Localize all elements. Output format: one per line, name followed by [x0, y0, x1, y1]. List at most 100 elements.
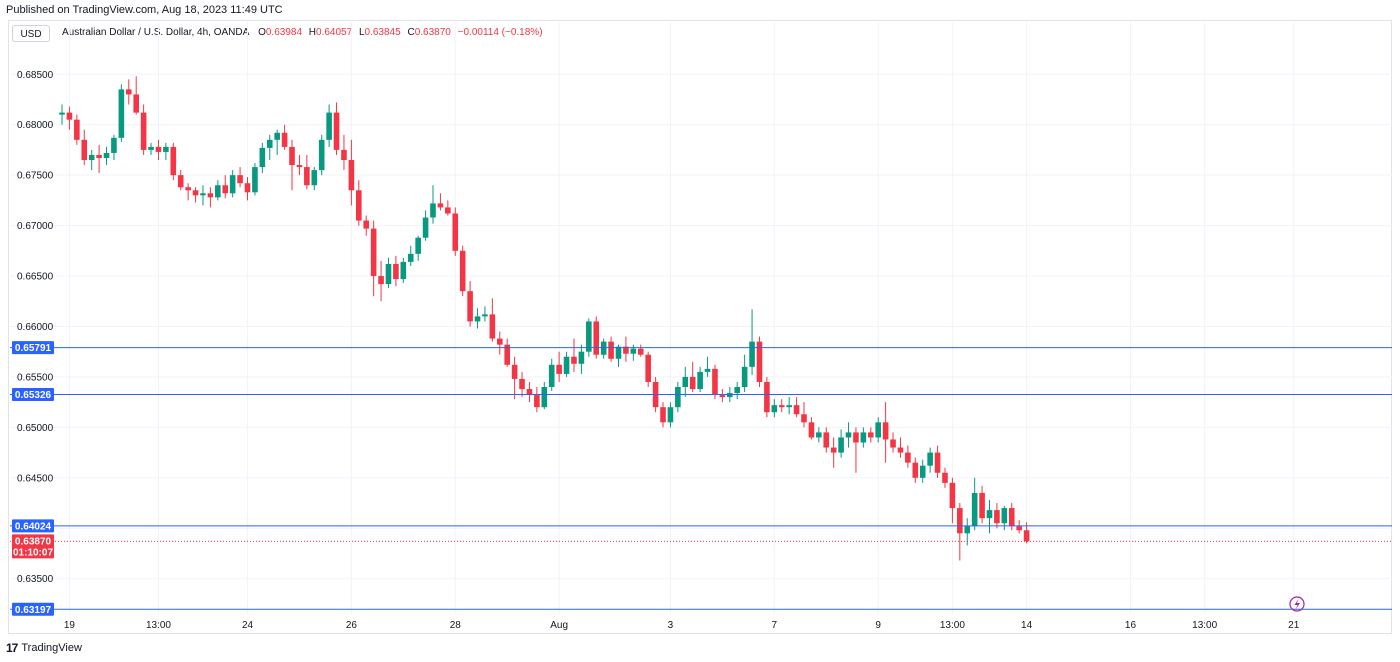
candle-body [489, 314, 496, 339]
candle-body [971, 492, 978, 527]
level-label: 0.65791 [15, 343, 52, 354]
candle-body [482, 314, 488, 317]
candle-body [979, 492, 985, 519]
x-tick-label: 13:00 [940, 620, 965, 631]
y-tick-label: 0.67000 [17, 221, 54, 232]
candle-body [949, 482, 956, 509]
candle-body [771, 405, 778, 413]
level-label-box [12, 341, 54, 355]
last-price-box [12, 534, 54, 559]
level-label-box [12, 387, 54, 401]
candle-body [890, 439, 896, 448]
candle-body [163, 146, 169, 152]
candle-body [905, 452, 911, 463]
candle-body [363, 220, 370, 229]
x-tick-label: 28 [450, 620, 462, 631]
y-tick-label: 0.66500 [17, 272, 54, 283]
candle-body [125, 89, 132, 95]
candle-body [534, 395, 540, 408]
candle-body [215, 185, 221, 198]
candle-body [541, 387, 548, 408]
x-tick-label: 3 [668, 620, 674, 631]
candle-body [393, 263, 399, 280]
candle-body [793, 405, 800, 415]
close-label: C [407, 27, 415, 38]
candle-body [118, 89, 125, 138]
candle-body [422, 217, 429, 238]
candle-body [704, 368, 711, 372]
candle-body [341, 149, 347, 161]
y-tick-label: 0.68000 [17, 120, 54, 131]
candle-body [875, 422, 881, 438]
candle-body [333, 112, 340, 150]
candle-body [274, 132, 280, 140]
candle-body [741, 366, 748, 388]
candle-body [348, 160, 355, 191]
candle-body [415, 237, 421, 254]
high-label: H [308, 27, 317, 38]
x-tick-label: 9 [875, 620, 881, 631]
level-label: 0.65326 [15, 390, 52, 401]
candle-body [942, 472, 948, 483]
x-tick-label: 13:00 [146, 620, 171, 631]
candle-body [563, 356, 570, 374]
candle-body [823, 432, 830, 448]
candle-body [356, 190, 362, 221]
candle-body [912, 462, 919, 478]
candle-body [407, 253, 414, 262]
candle-body [430, 203, 436, 218]
candle-body [749, 341, 755, 367]
candle-body [697, 371, 703, 390]
candle-body [816, 432, 822, 438]
candle-body [526, 389, 533, 396]
candle-body [304, 167, 310, 186]
candle-body [452, 213, 459, 251]
low-label: L [358, 27, 365, 38]
candle-body [66, 112, 73, 120]
candle-body [133, 94, 139, 113]
candle-body [675, 387, 681, 408]
candle-body [474, 316, 481, 322]
candle-body [400, 261, 407, 280]
open-label: O [258, 27, 266, 38]
candle-body [964, 526, 971, 534]
candle-body [578, 351, 585, 364]
symbol-legend: Australian Dollar / U.S. Dollar, 4h, OAN… [62, 27, 547, 38]
candle-body [318, 139, 325, 171]
y-tick-label: 0.65000 [17, 423, 54, 434]
candle-body [689, 376, 696, 390]
candle-body [1001, 508, 1008, 524]
candle-body [660, 407, 666, 423]
candle-body [608, 341, 614, 359]
level-label-box [12, 602, 54, 616]
high-value: 0.64057 [316, 27, 353, 38]
footer-brand-label: TradingView [21, 642, 82, 654]
lightning-bolt-icon [1294, 599, 1300, 610]
candle-body [504, 344, 510, 365]
candle-body [556, 364, 562, 374]
candle-body [252, 167, 258, 193]
currency-button[interactable]: USD [12, 25, 50, 42]
candle-body [296, 165, 303, 168]
x-tick-label: 13:00 [1192, 620, 1217, 631]
candle-body [259, 147, 266, 168]
y-tick-label: 0.67500 [17, 171, 54, 182]
candle-body [459, 250, 466, 292]
candle-body [548, 364, 555, 388]
close-value: 0.63870 [414, 27, 451, 38]
y-tick-label: 0.68500 [17, 70, 54, 81]
candle-body [311, 170, 318, 186]
y-tick-label: 0.63500 [17, 574, 54, 585]
candle-body [882, 422, 889, 440]
candle-body [756, 341, 763, 382]
lightning-icon [1289, 596, 1305, 612]
candle-body [586, 321, 592, 352]
countdown-label: 01:10:07 [13, 547, 53, 558]
candle-body [1008, 508, 1015, 527]
open-value: 0.63984 [265, 27, 303, 38]
candle-body [103, 152, 110, 158]
candle-body [1023, 530, 1030, 542]
change-value: −0.00114 (−0.18%) [457, 27, 543, 38]
candle-body [244, 183, 251, 193]
